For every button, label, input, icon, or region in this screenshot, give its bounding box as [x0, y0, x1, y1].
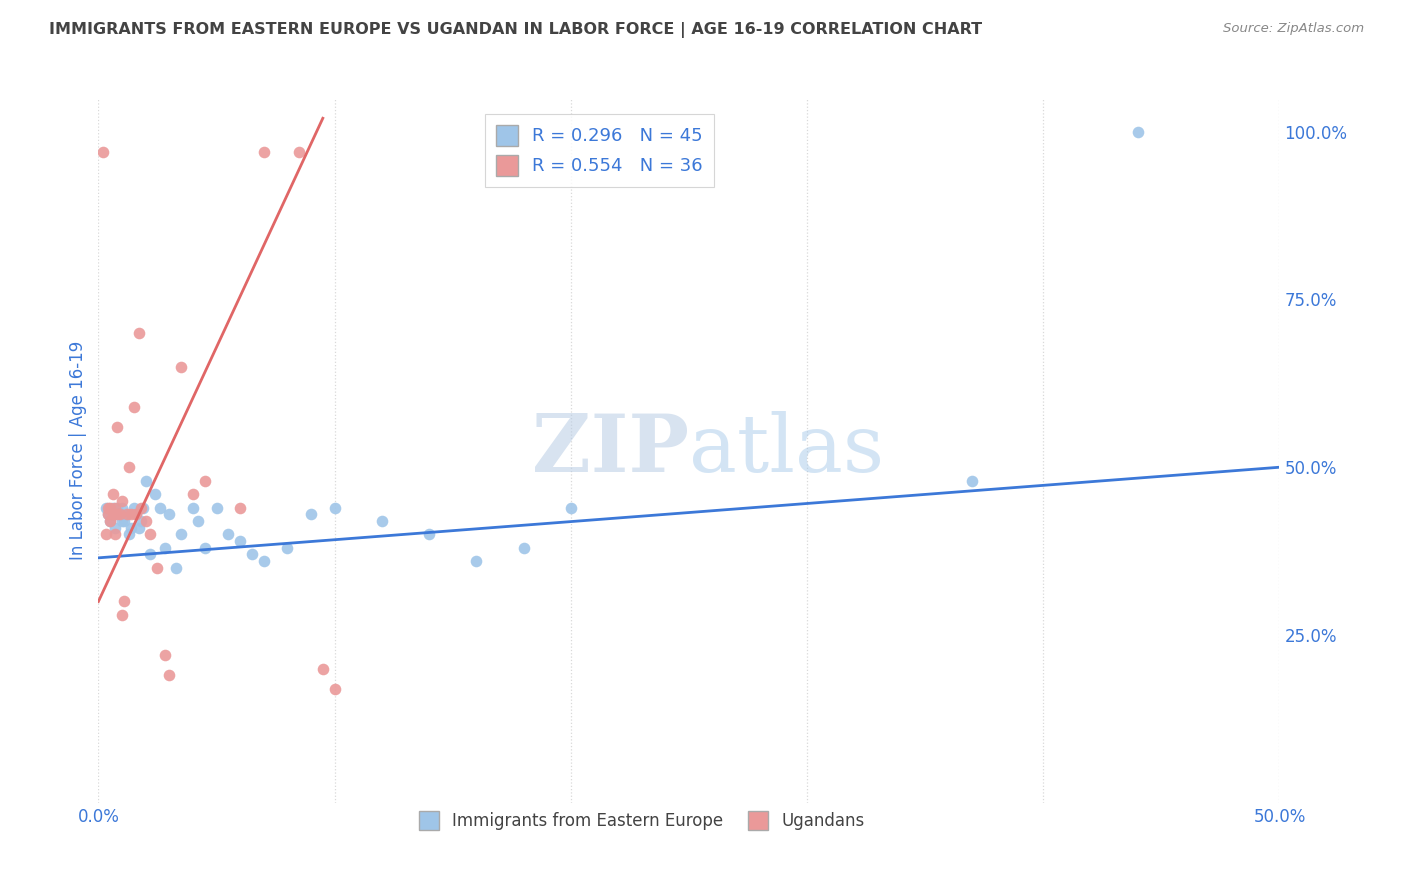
Point — [153, 541, 176, 555]
Point — [121, 521, 143, 535]
Point — [108, 507, 131, 521]
Point — [253, 145, 276, 159]
Point — [98, 514, 121, 528]
Point — [118, 527, 141, 541]
Point — [94, 527, 117, 541]
Point — [115, 507, 138, 521]
Point — [105, 420, 128, 434]
Point — [98, 514, 121, 528]
Point — [217, 527, 239, 541]
Point — [962, 474, 984, 488]
Text: ZIP: ZIP — [531, 411, 689, 490]
Point — [194, 541, 217, 555]
Point — [181, 500, 204, 515]
Point — [560, 500, 582, 515]
Point — [125, 507, 148, 521]
Point — [153, 648, 176, 662]
Point — [111, 514, 134, 528]
Text: atlas: atlas — [689, 411, 884, 490]
Point — [157, 668, 180, 682]
Point — [139, 527, 162, 541]
Point — [125, 507, 148, 521]
Point — [112, 594, 135, 608]
Point — [111, 493, 134, 508]
Point — [276, 541, 298, 555]
Point — [104, 527, 127, 541]
Point — [146, 561, 169, 575]
Point — [371, 514, 394, 528]
Point — [139, 548, 162, 562]
Point — [122, 500, 145, 515]
Point — [112, 514, 135, 528]
Point — [149, 500, 172, 515]
Point — [1126, 125, 1149, 139]
Point — [253, 554, 276, 568]
Point — [104, 500, 127, 515]
Text: Source: ZipAtlas.com: Source: ZipAtlas.com — [1223, 22, 1364, 36]
Y-axis label: In Labor Force | Age 16-19: In Labor Force | Age 16-19 — [69, 341, 87, 560]
Point — [299, 507, 322, 521]
Point — [105, 500, 128, 515]
Point — [105, 507, 128, 521]
Point — [104, 521, 127, 535]
Point — [91, 145, 114, 159]
Point — [128, 326, 150, 340]
Point — [323, 681, 346, 696]
Point — [101, 500, 124, 515]
Point — [170, 527, 193, 541]
Point — [97, 507, 120, 521]
Point — [157, 507, 180, 521]
Point — [128, 521, 150, 535]
Point — [98, 500, 121, 515]
Point — [135, 474, 157, 488]
Point — [132, 500, 155, 515]
Point — [104, 507, 127, 521]
Point — [312, 662, 335, 676]
Point — [122, 400, 145, 414]
Point — [108, 507, 131, 521]
Point — [143, 487, 166, 501]
Point — [194, 474, 217, 488]
Point — [465, 554, 488, 568]
Point — [129, 500, 152, 515]
Legend: Immigrants from Eastern Europe, Ugandans: Immigrants from Eastern Europe, Ugandans — [412, 805, 872, 837]
Point — [129, 514, 152, 528]
Point — [97, 507, 120, 521]
Point — [229, 500, 252, 515]
Point — [101, 487, 124, 501]
Point — [111, 500, 134, 515]
Text: IMMIGRANTS FROM EASTERN EUROPE VS UGANDAN IN LABOR FORCE | AGE 16-19 CORRELATION: IMMIGRANTS FROM EASTERN EUROPE VS UGANDA… — [49, 22, 983, 38]
Point — [118, 460, 141, 475]
Point — [94, 500, 117, 515]
Point — [135, 514, 157, 528]
Point — [512, 541, 534, 555]
Point — [418, 527, 440, 541]
Point — [97, 500, 120, 515]
Point — [205, 500, 228, 515]
Point — [115, 507, 138, 521]
Point — [165, 561, 187, 575]
Point — [121, 507, 143, 521]
Point — [240, 548, 263, 562]
Point — [323, 500, 346, 515]
Point — [181, 487, 204, 501]
Point — [170, 359, 193, 374]
Point — [111, 607, 134, 622]
Point — [288, 145, 311, 159]
Point — [229, 534, 252, 549]
Point — [101, 507, 124, 521]
Point — [187, 514, 209, 528]
